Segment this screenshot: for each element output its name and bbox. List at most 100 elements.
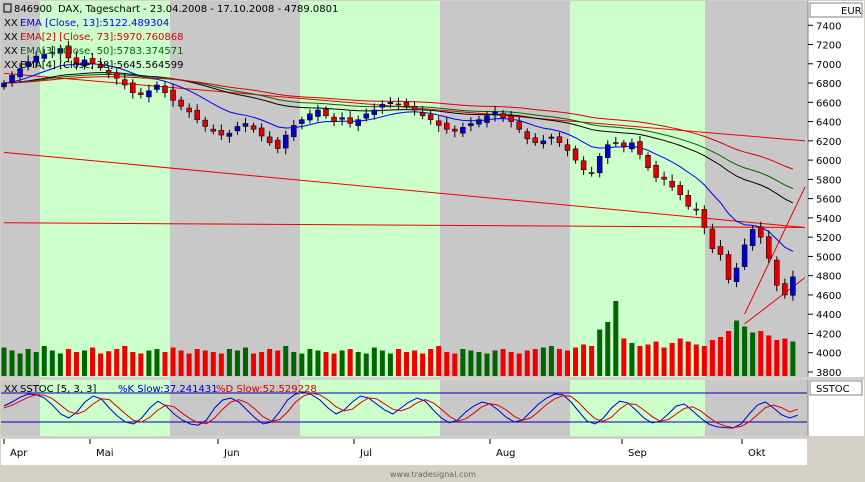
- candle-body: [435, 120, 442, 126]
- month-band-stoch: [570, 380, 705, 436]
- volume-bar: [130, 352, 136, 376]
- candle-body: [226, 132, 233, 137]
- candle-body: [701, 209, 708, 228]
- volume-bar: [98, 353, 104, 376]
- stoch-marker: XX: [4, 384, 18, 395]
- candle-body: [653, 164, 659, 178]
- volume-bar: [41, 346, 47, 376]
- volume-bar: [476, 352, 482, 376]
- candle-body: [484, 115, 490, 123]
- volume-bar: [138, 353, 144, 376]
- candle-body: [89, 58, 96, 65]
- header-icon: [3, 3, 12, 13]
- y-tick-label: 7000: [816, 60, 841, 71]
- month-band: [40, 1, 170, 377]
- month-band-stoch: [300, 380, 440, 436]
- volume-bar: [573, 347, 579, 376]
- volume-bar: [347, 349, 353, 376]
- volume-bar: [790, 341, 796, 376]
- stoch-panel-label: SSTOC: [816, 384, 850, 395]
- volume-bar: [33, 352, 39, 376]
- month-band-stoch: [705, 380, 807, 436]
- volume-bar: [146, 350, 152, 376]
- candle-body: [725, 254, 732, 280]
- y-tick-label: 4200: [816, 329, 841, 340]
- candle-body: [766, 236, 772, 259]
- candle-body: [790, 276, 796, 296]
- volume-bar: [49, 350, 55, 376]
- candle-body: [202, 119, 208, 127]
- candle-body: [532, 137, 539, 144]
- y-tick-label: 6400: [816, 118, 841, 129]
- candle-body: [250, 125, 257, 130]
- volume-bar: [556, 349, 562, 376]
- candle-body: [395, 103, 402, 106]
- candle-body: [113, 72, 120, 79]
- month-band: [570, 1, 705, 377]
- volume-bar: [605, 322, 611, 376]
- volume-bar: [202, 350, 208, 376]
- candle-body: [500, 113, 506, 118]
- volume-bar: [323, 352, 329, 376]
- month-band-stoch: [440, 380, 570, 436]
- candle-body: [596, 156, 603, 174]
- candle-body: [9, 75, 15, 83]
- instrument-code: 846900: [14, 4, 52, 15]
- month-band: [300, 1, 440, 377]
- x-month-label: Aug: [496, 448, 516, 459]
- month-band: [170, 1, 300, 377]
- stoch-lines: [3, 391, 798, 429]
- y-tick-label: 4000: [816, 349, 841, 360]
- volume-bar: [299, 353, 305, 376]
- ema-legend: XX EMA [Close, 13]:5122.489304 XX EMA[2]…: [4, 18, 183, 71]
- candle-body: [387, 102, 394, 104]
- candle-body: [588, 172, 595, 174]
- volume-bar: [226, 349, 232, 376]
- candle-body: [669, 180, 675, 188]
- candle-body: [242, 123, 249, 127]
- candle-body: [130, 82, 136, 93]
- candle-body: [741, 244, 748, 267]
- volume-bar: [581, 344, 587, 376]
- y-tick-label: 3800: [816, 368, 841, 379]
- volume-bar: [613, 301, 619, 376]
- footer-credit: www.tradesignal.com: [390, 470, 476, 479]
- candle-body: [25, 61, 31, 67]
- stoch-title: SSTOC [5, 3, 3]: [20, 384, 97, 395]
- volume-bar: [162, 352, 168, 376]
- volume-bar: [750, 332, 756, 376]
- volume-bar: [452, 353, 458, 376]
- candle-body: [258, 127, 265, 137]
- volume-bar: [460, 349, 466, 376]
- candle-body: [73, 57, 80, 65]
- downtrend-upper: [3, 72, 806, 142]
- x-month-label: Mai: [96, 448, 114, 459]
- volume-bar: [82, 350, 87, 376]
- candle-body: [637, 141, 643, 155]
- candle-body: [427, 114, 434, 120]
- month-band: [440, 1, 570, 377]
- volume-bar: [387, 353, 393, 376]
- y-tick-label: 4800: [816, 272, 841, 283]
- legend-marker-2: XX: [4, 32, 18, 43]
- chart-header: 846900 DAX, Tageschart - 23.04.2008 - 17…: [3, 3, 338, 15]
- candle-body: [138, 92, 144, 95]
- y-tick-label: 5200: [816, 233, 841, 244]
- candle-body: [307, 113, 313, 121]
- volume-bar: [170, 347, 176, 376]
- candle-body: [452, 128, 458, 132]
- rebound-upper: [744, 186, 806, 315]
- candle-body: [661, 176, 667, 180]
- volume-bar: [734, 320, 740, 376]
- volume-bar: [629, 343, 635, 376]
- candle-body: [540, 140, 547, 145]
- legend-marker-3: XX: [4, 46, 18, 57]
- volume-bar: [524, 350, 530, 376]
- y-tick-label: 6800: [816, 79, 841, 90]
- y-tick-label: 6000: [816, 156, 841, 167]
- legend-marker-1: XX: [4, 18, 18, 29]
- volume-bar: [25, 349, 31, 376]
- volume-bar: [9, 350, 15, 376]
- x-month-label: Okt: [748, 448, 766, 459]
